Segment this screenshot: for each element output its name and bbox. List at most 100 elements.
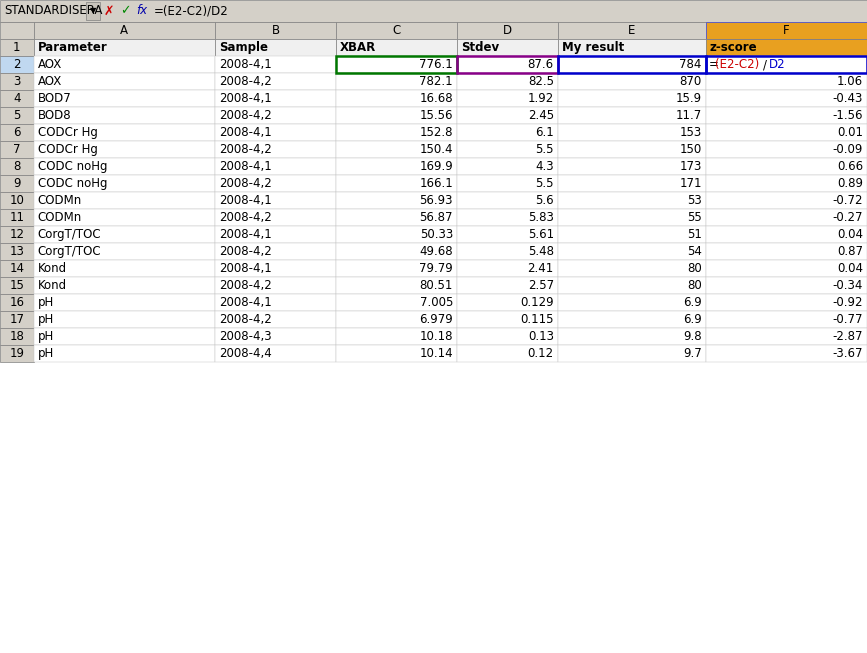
Text: 2008-4,1: 2008-4,1 (219, 296, 272, 309)
Bar (557, 277, 706, 294)
Text: ▼: ▼ (90, 7, 96, 16)
Bar (706, 107, 867, 124)
Bar (457, 209, 557, 226)
Text: -1.56: -1.56 (832, 109, 863, 122)
Bar (706, 73, 867, 90)
Text: -3.67: -3.67 (832, 347, 863, 360)
Text: 16.68: 16.68 (420, 92, 453, 105)
Bar (34, 39, 215, 56)
Bar (336, 175, 457, 192)
Text: 6: 6 (13, 126, 21, 139)
Text: pH: pH (37, 296, 54, 309)
Text: (E2-C2): (E2-C2) (714, 58, 759, 71)
Bar (0, 175, 34, 192)
Bar (557, 192, 706, 209)
Bar (215, 260, 336, 277)
Text: -0.92: -0.92 (832, 296, 863, 309)
Bar (557, 141, 706, 158)
Text: 15.56: 15.56 (420, 109, 453, 122)
Bar (706, 277, 867, 294)
Bar (34, 226, 215, 243)
Bar (215, 124, 336, 141)
Bar (457, 39, 557, 56)
Text: AOX: AOX (37, 75, 62, 88)
Bar (457, 294, 557, 311)
Bar (457, 73, 557, 90)
Bar (706, 243, 867, 260)
Text: 4.3: 4.3 (535, 160, 554, 173)
Bar (336, 192, 457, 209)
Bar (215, 22, 336, 39)
Text: Kond: Kond (37, 279, 67, 292)
Text: =: = (708, 58, 719, 71)
Text: 5: 5 (13, 109, 21, 122)
Text: 11.7: 11.7 (675, 109, 701, 122)
Text: 0.04: 0.04 (837, 228, 863, 241)
Text: ✓: ✓ (120, 5, 131, 18)
Text: Parameter: Parameter (37, 41, 108, 54)
Text: 16: 16 (10, 296, 24, 309)
Bar (215, 107, 336, 124)
Bar (557, 294, 706, 311)
Bar (215, 209, 336, 226)
Bar (34, 192, 215, 209)
Text: AOX: AOX (37, 58, 62, 71)
Text: 5.61: 5.61 (528, 228, 554, 241)
Bar (706, 158, 867, 175)
Text: 169.9: 169.9 (420, 160, 453, 173)
Text: 2008-4,2: 2008-4,2 (219, 75, 272, 88)
Text: 0.12: 0.12 (528, 347, 554, 360)
Text: z-score: z-score (710, 41, 757, 54)
Bar (215, 39, 336, 56)
Text: 2008-4,1: 2008-4,1 (219, 160, 272, 173)
Bar (336, 226, 457, 243)
Bar (457, 277, 557, 294)
Text: XBAR: XBAR (340, 41, 376, 54)
Bar (557, 90, 706, 107)
Bar (215, 328, 336, 345)
Text: 1.06: 1.06 (837, 75, 863, 88)
Bar (336, 158, 457, 175)
Text: CODCr Hg: CODCr Hg (37, 126, 97, 139)
Text: CODMn: CODMn (37, 211, 81, 224)
Text: 51: 51 (687, 228, 701, 241)
Text: 2008-4,2: 2008-4,2 (219, 177, 272, 190)
Text: 13: 13 (10, 245, 24, 258)
Text: A: A (121, 24, 128, 37)
Text: D: D (503, 24, 512, 37)
Bar (215, 294, 336, 311)
Text: 782.1: 782.1 (420, 75, 453, 88)
Bar (457, 243, 557, 260)
Bar (557, 56, 706, 73)
Bar (336, 56, 457, 73)
Text: 8: 8 (13, 160, 21, 173)
Text: 10: 10 (10, 194, 24, 207)
Bar (457, 56, 557, 73)
Text: 56.93: 56.93 (420, 194, 453, 207)
Bar (336, 345, 457, 362)
Bar (34, 328, 215, 345)
Text: 2008-4,2: 2008-4,2 (219, 279, 272, 292)
Bar (557, 260, 706, 277)
Text: 10.14: 10.14 (420, 347, 453, 360)
Text: BOD8: BOD8 (37, 109, 71, 122)
Bar (706, 39, 867, 56)
Text: 5.5: 5.5 (535, 177, 554, 190)
Text: 6.1: 6.1 (535, 126, 554, 139)
Text: 150: 150 (680, 143, 701, 156)
Bar (215, 226, 336, 243)
Bar (0, 192, 34, 209)
Bar (336, 294, 457, 311)
Bar (457, 124, 557, 141)
Bar (336, 124, 457, 141)
Bar (215, 90, 336, 107)
Text: 2008-4,2: 2008-4,2 (219, 143, 272, 156)
Bar (0, 328, 34, 345)
Text: 80: 80 (687, 279, 701, 292)
Text: 2: 2 (13, 58, 21, 71)
Bar (0, 158, 34, 175)
Bar (0, 226, 34, 243)
Bar (215, 311, 336, 328)
Text: 9.8: 9.8 (683, 330, 701, 343)
Bar (706, 56, 867, 73)
